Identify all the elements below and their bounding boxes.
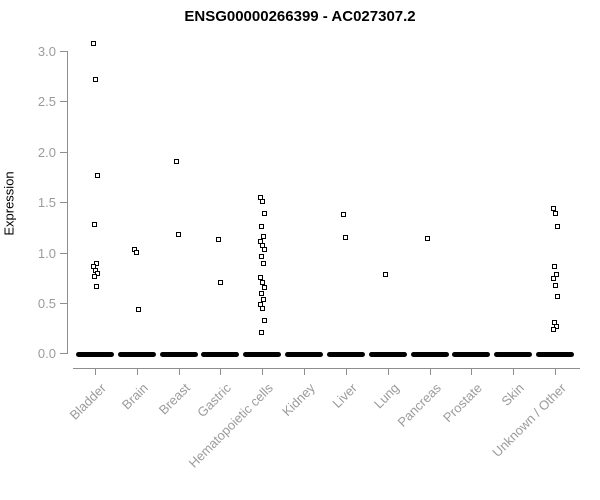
data-point xyxy=(341,211,347,217)
y-axis-tick xyxy=(60,50,67,52)
data-point xyxy=(91,221,97,227)
zero-expression-bar xyxy=(117,351,156,358)
y-axis-tick xyxy=(60,202,67,204)
x-axis-tick xyxy=(220,368,222,375)
data-point xyxy=(94,173,100,179)
x-axis-tick xyxy=(555,368,557,375)
y-tick-label: 0.0 xyxy=(37,346,56,362)
y-axis-label: Expression xyxy=(1,171,17,236)
data-point xyxy=(261,285,267,291)
data-point xyxy=(259,280,265,286)
data-point xyxy=(552,210,558,216)
data-point xyxy=(174,159,180,165)
y-axis-tick xyxy=(60,353,67,355)
zero-expression-bar xyxy=(326,351,365,358)
x-axis-tick xyxy=(387,368,389,375)
x-axis-tick xyxy=(178,368,180,375)
zero-expression-bar xyxy=(76,351,114,358)
data-point xyxy=(258,291,264,297)
data-point xyxy=(553,323,559,329)
data-point xyxy=(260,233,266,239)
zero-expression-bar xyxy=(494,351,533,358)
y-tick-label: 1.5 xyxy=(37,195,56,211)
x-axis-tick xyxy=(136,368,138,375)
x-axis-tick xyxy=(471,368,473,375)
y-axis-tick xyxy=(60,151,67,153)
x-axis-tick xyxy=(345,368,347,375)
y-tick-label: 2.0 xyxy=(37,144,56,160)
zero-expression-bar xyxy=(368,351,407,358)
zero-expression-bar xyxy=(201,351,240,358)
data-point xyxy=(90,41,96,47)
y-tick-label: 1.0 xyxy=(37,245,56,261)
y-tick-label: 0.5 xyxy=(37,295,56,311)
data-point xyxy=(258,329,264,335)
x-axis-tick xyxy=(429,368,431,375)
data-point xyxy=(258,254,264,260)
data-point xyxy=(550,205,556,211)
data-point xyxy=(134,250,140,256)
data-point xyxy=(554,294,560,300)
y-axis-tick xyxy=(60,302,67,304)
data-point xyxy=(425,235,431,241)
data-point xyxy=(93,284,99,290)
x-axis-tick xyxy=(95,368,96,375)
data-point xyxy=(93,261,99,267)
data-point xyxy=(217,280,223,286)
data-point xyxy=(258,223,264,229)
data-point xyxy=(553,272,559,278)
zero-expression-bar xyxy=(410,351,449,358)
chart-title: ENSG00000266399 - AC027307.2 xyxy=(184,8,416,25)
y-axis-line xyxy=(67,51,68,355)
data-point xyxy=(259,198,265,204)
x-axis-line xyxy=(73,368,580,369)
data-point xyxy=(550,326,556,332)
data-point xyxy=(136,307,142,313)
data-point xyxy=(259,306,265,312)
data-point xyxy=(551,264,557,270)
data-point xyxy=(261,247,267,252)
data-point xyxy=(550,276,556,282)
data-point xyxy=(260,297,266,303)
y-axis-tick xyxy=(60,101,67,103)
y-axis-tick xyxy=(60,252,67,254)
data-point xyxy=(343,234,349,240)
data-point xyxy=(257,275,263,281)
zero-expression-bar xyxy=(452,351,491,358)
x-axis-tick xyxy=(513,368,515,375)
x-axis-tick xyxy=(262,368,264,375)
y-tick-label: 3.0 xyxy=(37,43,56,59)
data-point xyxy=(554,223,560,229)
zero-expression-bar xyxy=(285,351,324,358)
y-tick-label: 2.5 xyxy=(37,94,56,110)
x-axis-tick xyxy=(304,368,306,375)
data-point xyxy=(261,210,267,216)
data-point xyxy=(92,76,98,82)
data-point xyxy=(552,283,558,289)
zero-expression-bar xyxy=(159,351,198,358)
data-point xyxy=(94,271,100,277)
data-point xyxy=(215,236,221,242)
data-point xyxy=(261,317,267,323)
zero-expression-bar xyxy=(243,351,282,358)
data-point xyxy=(176,231,182,237)
data-point xyxy=(383,272,389,278)
zero-expression-bar xyxy=(536,351,575,358)
data-point xyxy=(260,261,266,267)
data-point xyxy=(91,274,97,280)
